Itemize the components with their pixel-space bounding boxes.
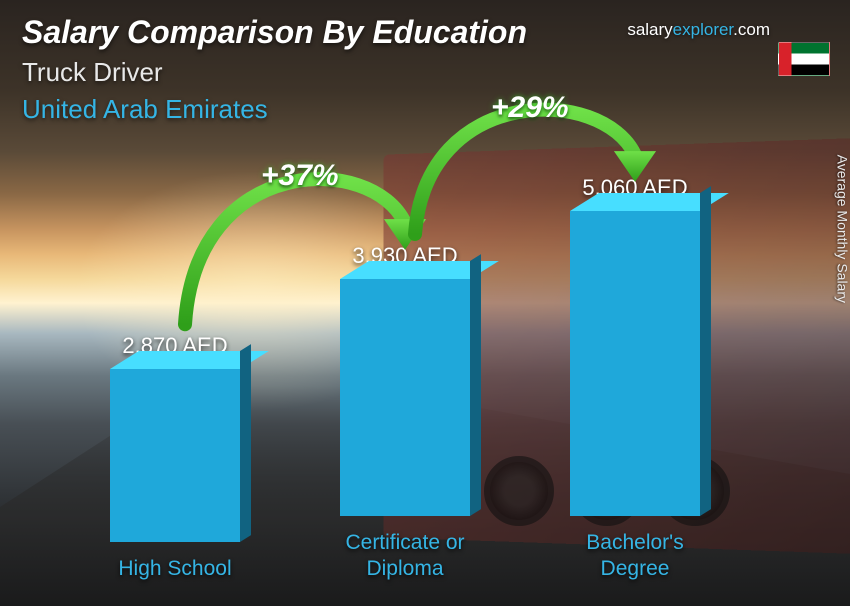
- percent-increase: +29%: [491, 91, 569, 125]
- attribution-post: .com: [733, 20, 770, 39]
- y-axis-label: Average Monthly Salary: [834, 155, 850, 303]
- bar-label: High School: [118, 556, 231, 582]
- attribution-pre: salary: [627, 20, 672, 39]
- percent-increase: +37%: [261, 159, 339, 193]
- uae-flag-icon: [778, 42, 830, 76]
- attribution: salaryexplorer.com: [627, 20, 770, 40]
- attribution-mid: explorer: [673, 20, 733, 39]
- bar-side-face: [700, 186, 711, 516]
- bar-front-face: [110, 369, 240, 542]
- bar-label: Bachelor'sDegree: [586, 530, 683, 583]
- bar-label: Certificate orDiploma: [345, 530, 464, 583]
